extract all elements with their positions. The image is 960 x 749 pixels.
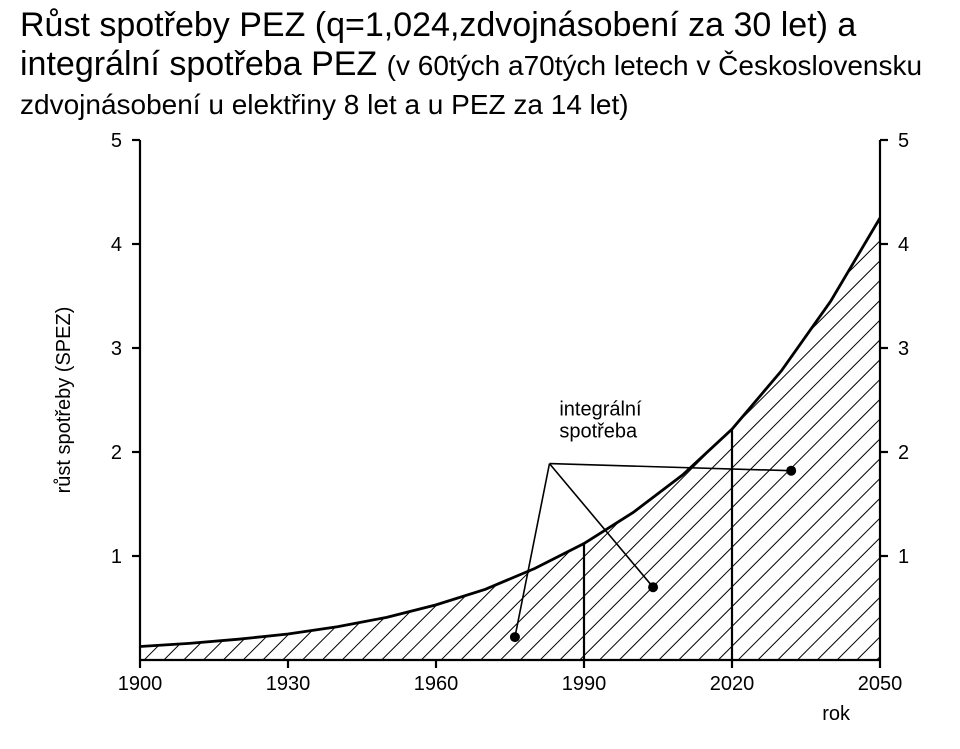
area-under-curve bbox=[140, 218, 880, 660]
growth-chart: 1900 1930 1960 1990 2020 2050 1 2 3 4 5 1 2 3 4 5 růst s… bbox=[20, 130, 940, 740]
y-axis-label: růst spotřeby (SPEZ) bbox=[53, 307, 75, 494]
y-tick-label-right: 3 bbox=[898, 338, 909, 360]
y-tick-label-right: 4 bbox=[898, 234, 909, 256]
x-tick-label: 1960 bbox=[414, 673, 459, 695]
y-tick-label-right: 2 bbox=[898, 442, 909, 464]
x-tick-label: 2050 bbox=[858, 673, 903, 695]
annotation-label: integrální bbox=[559, 399, 642, 421]
annotation-marker bbox=[786, 466, 796, 476]
annotation-label: spotřeba bbox=[559, 421, 638, 443]
y-tick-label-right: 5 bbox=[898, 130, 909, 152]
y-tick-label-left: 4 bbox=[111, 234, 122, 256]
annotation-marker bbox=[648, 582, 658, 592]
page-title: Růst spotřeby PEZ (q=1,024,zdvojnásobení… bbox=[20, 6, 940, 123]
y-tick-label-left: 1 bbox=[111, 546, 122, 568]
x-tick-label: 1990 bbox=[562, 673, 607, 695]
y-tick-label-left: 5 bbox=[111, 130, 122, 152]
x-tick-label: 1900 bbox=[118, 673, 163, 695]
x-tick-label: 2020 bbox=[710, 673, 755, 695]
y-tick-label-left: 2 bbox=[111, 442, 122, 464]
y-tick-label-right: 1 bbox=[898, 546, 909, 568]
y-tick-label-left: 3 bbox=[111, 338, 122, 360]
x-axis-label: rok bbox=[822, 703, 851, 725]
x-tick-label: 1930 bbox=[266, 673, 311, 695]
annotation-marker bbox=[510, 632, 520, 642]
